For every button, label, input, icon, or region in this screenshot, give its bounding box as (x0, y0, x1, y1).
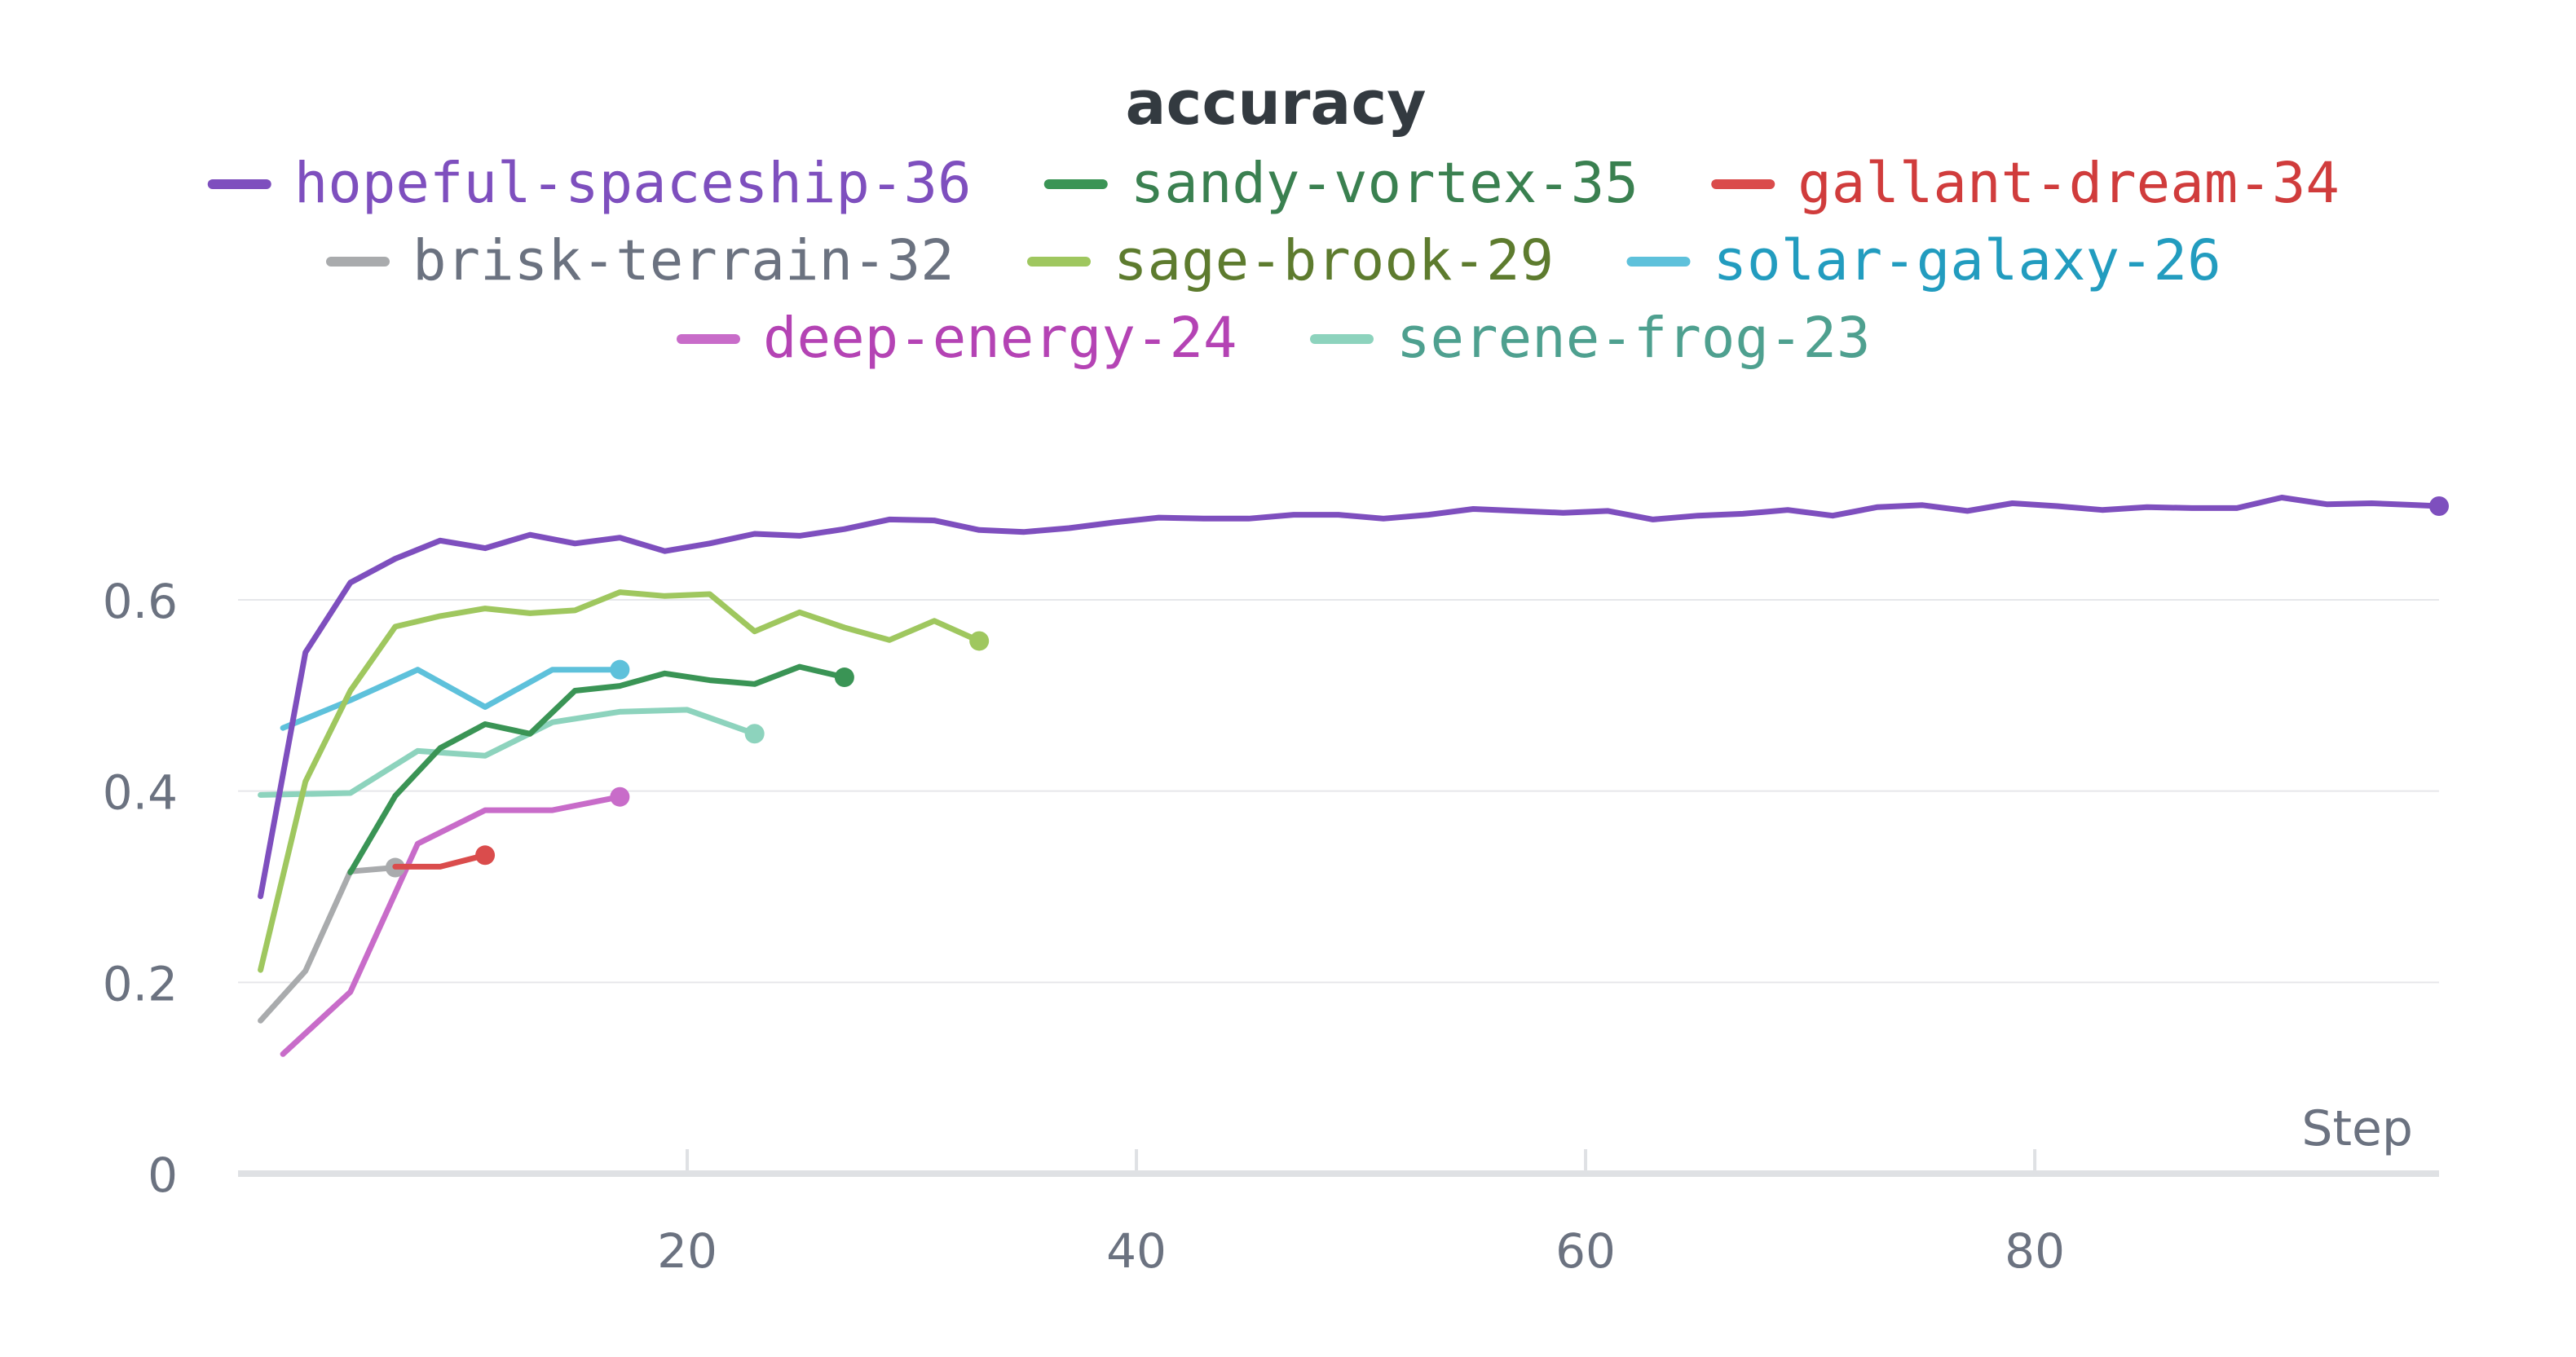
series-line-hopeful-spaceship-36[interactable] (258, 495, 2442, 900)
legend-label: solar-galaxy-26 (1714, 228, 2221, 293)
x-tick-label: 40 (1106, 1223, 1167, 1279)
y-tick-label: 0 (148, 1148, 178, 1203)
series-endpoint-deep-energy-24[interactable] (610, 786, 630, 807)
series-line-gallant-dream-34[interactable] (392, 852, 488, 870)
legend-item-sandy-vortex-35[interactable]: sandy-vortex-35 (1043, 151, 1639, 216)
legend-label: deep-energy-24 (763, 306, 1237, 371)
legend: hopeful-spaceship-36 sandy-vortex-35 galla… (207, 151, 2340, 371)
legend-label: serene-frog-23 (1396, 306, 1871, 371)
legend-item-solar-galaxy-26[interactable]: solar-galaxy-26 (1626, 228, 2221, 293)
legend-item-sage-brook-29[interactable]: sage-brook-29 (1027, 228, 1554, 293)
chart-title: accuracy (1126, 68, 1427, 139)
x-axis-label: Step (2301, 1100, 2413, 1157)
series-endpoint-gallant-dream-34[interactable] (475, 845, 496, 866)
series-line-sage-brook-29[interactable] (258, 589, 982, 973)
gridlines (238, 599, 2439, 984)
y-tick-label: 0.6 (103, 574, 178, 629)
y-tick-label: 0.2 (103, 956, 178, 1011)
x-tick-label: 60 (1555, 1223, 1616, 1279)
legend-label: gallant-dream-34 (1797, 151, 2340, 216)
legend-item-hopeful-spaceship-36[interactable]: hopeful-spaceship-36 (207, 151, 972, 216)
series-endpoint-sage-brook-29[interactable] (969, 631, 990, 651)
series-line-serene-frog-23[interactable] (258, 707, 758, 798)
series-line-brisk-terrain-32[interactable] (258, 865, 399, 1024)
axes: 0 0.2 0.4 0.6 20 40 60 80 Step (103, 574, 2439, 1279)
x-tick-label: 20 (657, 1223, 717, 1279)
series-line-solar-galaxy-26[interactable] (280, 667, 623, 731)
series-line-sandy-vortex-35[interactable] (347, 663, 848, 875)
legend-item-brisk-terrain-32[interactable]: brisk-terrain-32 (326, 228, 955, 293)
legend-item-gallant-dream-34[interactable]: gallant-dream-34 (1711, 151, 2340, 216)
legend-item-deep-energy-24[interactable]: deep-energy-24 (677, 306, 1237, 371)
series-endpoint-solar-galaxy-26[interactable] (610, 659, 630, 680)
series-line-deep-energy-24[interactable] (280, 794, 623, 1057)
legend-label: sandy-vortex-35 (1131, 151, 1639, 216)
x-tick-label: 80 (2005, 1223, 2065, 1279)
legend-item-serene-frog-23[interactable]: serene-frog-23 (1310, 306, 1871, 371)
series-endpoint-serene-frog-23[interactable] (744, 724, 765, 744)
legend-label: sage-brook-29 (1114, 228, 1554, 293)
series-lines (258, 495, 2449, 1057)
series-endpoint-hopeful-spaceship-36[interactable] (2429, 496, 2449, 517)
legend-label: hopeful-spaceship-36 (294, 151, 972, 216)
series-endpoint-sandy-vortex-35[interactable] (834, 667, 854, 688)
legend-label: brisk-terrain-32 (412, 228, 955, 293)
y-tick-label: 0.4 (103, 765, 178, 821)
